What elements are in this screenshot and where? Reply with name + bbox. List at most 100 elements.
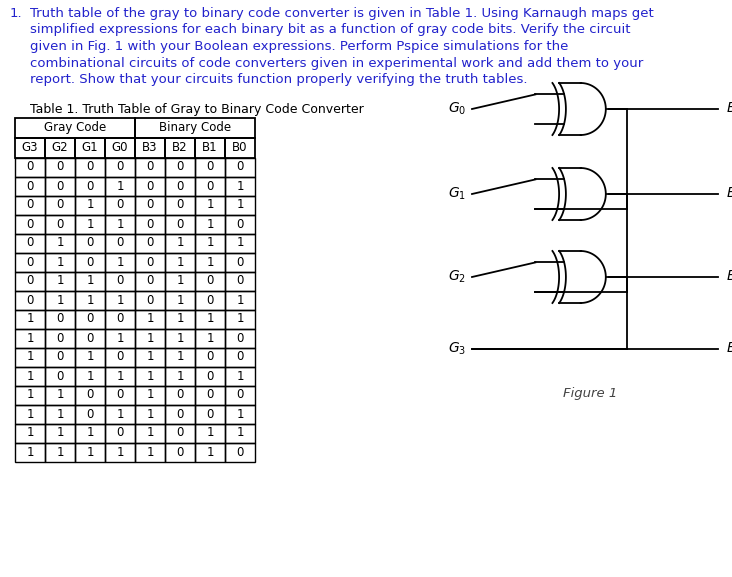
Bar — [45, 253, 75, 272]
Bar — [105, 309, 135, 328]
Bar — [135, 347, 165, 366]
Bar — [135, 137, 165, 158]
Text: 1: 1 — [236, 179, 244, 193]
Text: 1: 1 — [176, 332, 184, 344]
Bar — [75, 215, 105, 234]
Text: B3: B3 — [142, 141, 158, 154]
Bar — [165, 253, 195, 272]
Bar — [135, 404, 165, 424]
Text: 0: 0 — [86, 256, 94, 268]
Bar — [165, 290, 195, 309]
Bar — [15, 309, 45, 328]
Bar — [75, 424, 105, 443]
Text: 0: 0 — [26, 160, 34, 174]
Text: 0: 0 — [236, 350, 244, 364]
Text: 0: 0 — [146, 198, 154, 212]
Text: 1: 1 — [206, 313, 214, 325]
Text: 0: 0 — [176, 198, 184, 212]
Bar — [45, 328, 75, 347]
Text: 0: 0 — [236, 332, 244, 344]
Text: Gray Code: Gray Code — [44, 121, 106, 134]
Text: 1: 1 — [236, 313, 244, 325]
Bar — [225, 309, 255, 328]
Text: 1: 1 — [56, 445, 64, 459]
Bar — [15, 328, 45, 347]
Bar — [165, 272, 195, 290]
Bar — [15, 366, 45, 385]
Text: 0: 0 — [26, 198, 34, 212]
Text: $G_3$: $G_3$ — [448, 341, 466, 357]
Bar — [225, 272, 255, 290]
Bar — [45, 347, 75, 366]
Text: 0: 0 — [146, 294, 154, 306]
Bar — [195, 158, 225, 177]
Text: 0: 0 — [206, 275, 214, 287]
Bar — [45, 215, 75, 234]
Text: 0: 0 — [236, 445, 244, 459]
Bar — [105, 347, 135, 366]
Bar — [105, 196, 135, 215]
Text: 1: 1 — [116, 407, 124, 421]
Text: 1: 1 — [86, 445, 94, 459]
Text: Table 1. Truth Table of Gray to Binary Code Converter: Table 1. Truth Table of Gray to Binary C… — [30, 103, 364, 117]
Text: 1: 1 — [116, 369, 124, 383]
Bar — [15, 137, 45, 158]
Bar — [225, 290, 255, 309]
Bar — [225, 424, 255, 443]
Text: 1: 1 — [116, 179, 124, 193]
Text: 0: 0 — [116, 160, 124, 174]
Bar — [225, 158, 255, 177]
Text: 1: 1 — [206, 237, 214, 249]
Bar — [105, 290, 135, 309]
Text: 1: 1 — [176, 313, 184, 325]
Bar — [45, 272, 75, 290]
Bar — [165, 234, 195, 253]
Text: 1: 1 — [116, 218, 124, 230]
Text: 0: 0 — [146, 237, 154, 249]
Text: 1: 1 — [206, 445, 214, 459]
Text: 0: 0 — [26, 179, 34, 193]
Text: G1: G1 — [82, 141, 98, 154]
Bar — [225, 215, 255, 234]
Bar — [195, 328, 225, 347]
Bar — [195, 404, 225, 424]
Text: 0: 0 — [146, 275, 154, 287]
Text: 0: 0 — [176, 426, 184, 440]
Bar — [15, 424, 45, 443]
Bar — [15, 118, 135, 137]
Text: 1: 1 — [206, 332, 214, 344]
Bar — [105, 137, 135, 158]
Bar — [225, 328, 255, 347]
Bar — [225, 253, 255, 272]
Bar — [165, 309, 195, 328]
Text: 1: 1 — [56, 426, 64, 440]
Bar — [135, 234, 165, 253]
Text: 0: 0 — [206, 369, 214, 383]
Bar — [75, 234, 105, 253]
Text: 0: 0 — [56, 369, 64, 383]
Text: 1: 1 — [146, 313, 154, 325]
Bar — [165, 443, 195, 462]
Text: 1: 1 — [116, 445, 124, 459]
Text: 1: 1 — [56, 407, 64, 421]
Bar — [195, 177, 225, 196]
Text: 1: 1 — [56, 294, 64, 306]
Text: 1: 1 — [86, 198, 94, 212]
Text: 0: 0 — [206, 294, 214, 306]
Text: 0: 0 — [176, 388, 184, 402]
Bar — [45, 404, 75, 424]
Bar — [75, 158, 105, 177]
Text: 1: 1 — [86, 275, 94, 287]
Text: B2: B2 — [172, 141, 188, 154]
Text: 1: 1 — [26, 369, 34, 383]
Text: 1: 1 — [146, 388, 154, 402]
Bar — [225, 366, 255, 385]
Text: 0: 0 — [206, 350, 214, 364]
Bar — [195, 196, 225, 215]
Bar — [75, 328, 105, 347]
Text: G0: G0 — [112, 141, 128, 154]
Text: $G_1$: $G_1$ — [448, 186, 466, 202]
Bar — [45, 366, 75, 385]
Text: $G_0$: $G_0$ — [448, 101, 466, 117]
Text: 1: 1 — [26, 407, 34, 421]
